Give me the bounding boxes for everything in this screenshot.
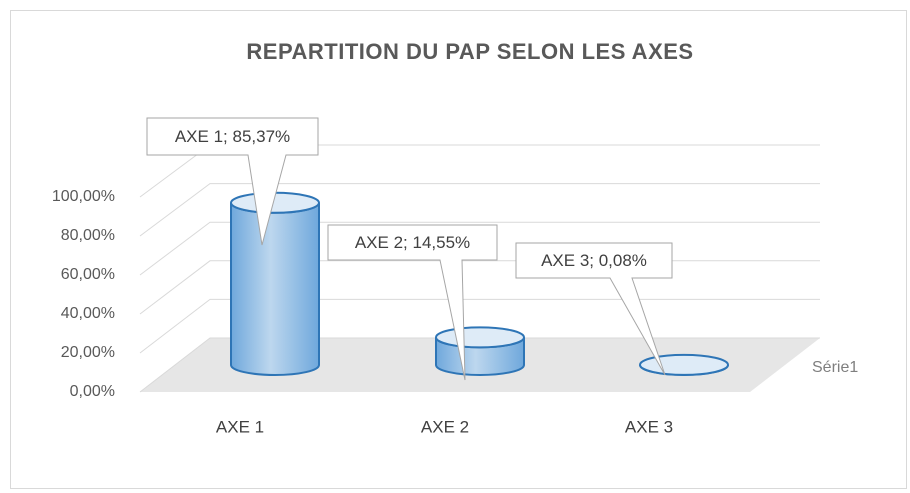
data-label: AXE 3; 0,08% (541, 251, 647, 270)
cylinder-top (639, 353, 729, 376)
grid-line (139, 298, 820, 354)
cylinder (230, 202, 320, 376)
y-tick-label: 40,00% (61, 305, 115, 322)
data-label: AXE 2; 14,55% (355, 233, 470, 252)
chart-title: REPARTITION DU PAP SELON LES AXES (246, 39, 693, 64)
grid-line (139, 337, 820, 393)
x-tick-label: AXE 2 (421, 417, 469, 436)
y-tick-label: 100,00% (52, 188, 115, 205)
data-label-box (146, 117, 319, 246)
x-tick-label: AXE 3 (625, 417, 673, 436)
y-tick-label: 20,00% (61, 344, 115, 361)
cylinder-top (435, 326, 525, 349)
y-tick-label: 60,00% (61, 266, 115, 283)
data-label-box (515, 242, 673, 376)
series-label: Série1 (812, 359, 858, 376)
y-tick-label: 80,00% (61, 227, 115, 244)
grid-line (139, 221, 820, 276)
data-label: AXE 1; 85,37% (175, 127, 290, 146)
y-tick-label: 0,00% (70, 383, 115, 400)
grid-line (139, 183, 820, 237)
data-label-box (327, 224, 498, 381)
x-tick-label: AXE 1 (216, 417, 264, 436)
